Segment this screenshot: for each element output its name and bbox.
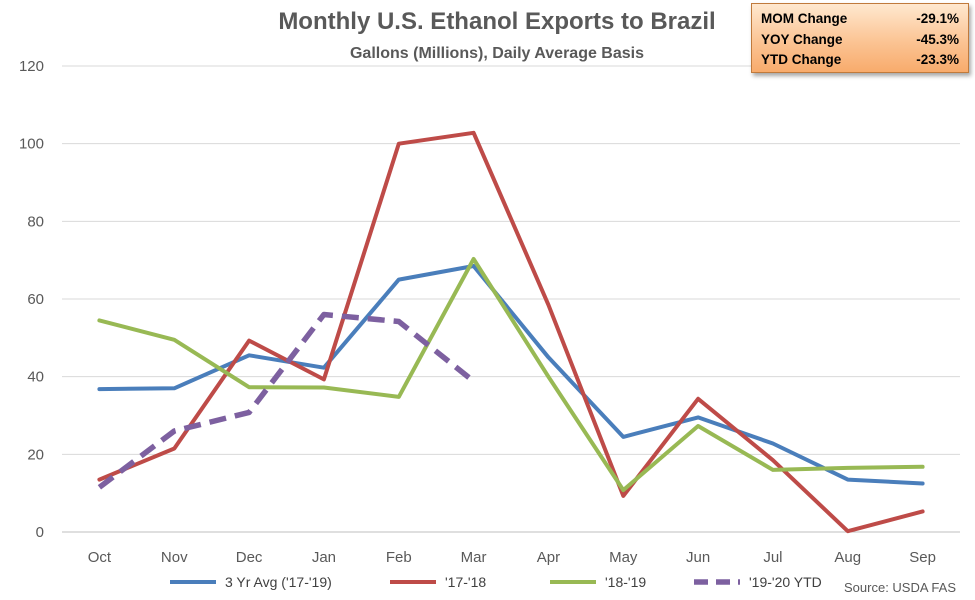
y-tick-label: 120	[19, 58, 44, 75]
legend-label: '17-'18	[445, 574, 486, 590]
chart-subtitle: Gallons (Millions), Daily Average Basis	[350, 45, 644, 62]
stat-row-yoy: YOY Change -45.3%	[761, 30, 959, 51]
gridlines	[62, 65, 960, 533]
x-tick-label: Jul	[763, 549, 782, 566]
x-axis-ticks: Oct Nov Dec Jan Feb Mar Apr May Jun Jul Aug Sep	[88, 549, 936, 566]
x-tick-label: Sep	[909, 549, 936, 566]
stat-value: -23.3%	[916, 52, 959, 67]
y-tick-label: 100	[19, 136, 44, 153]
x-tick-label: Oct	[88, 549, 112, 566]
change-stats-box: MOM Change -29.1% YOY Change -45.3% YTD …	[751, 3, 969, 73]
x-tick-label: Jun	[686, 549, 710, 566]
x-tick-label: Nov	[161, 549, 188, 566]
y-tick-label: 20	[27, 446, 44, 463]
x-tick-label: May	[609, 549, 638, 566]
stat-value: -29.1%	[916, 11, 959, 26]
series-line-3	[97, 311, 476, 490]
y-axis-ticks: 0 20 40 60 80 100 120	[19, 58, 44, 541]
stat-value: -45.3%	[916, 31, 959, 47]
stat-label: YOY Change	[761, 31, 843, 47]
stat-row-mom: MOM Change -29.1%	[761, 9, 959, 30]
legend-label: '19-'20 YTD	[749, 574, 822, 590]
x-tick-label: Aug	[834, 549, 861, 566]
x-tick-label: Feb	[386, 549, 412, 566]
y-tick-label: 60	[27, 291, 44, 308]
legend: 3 Yr Avg ('17-'19) '17-'18 '18-'19 '19-'20 …	[170, 574, 822, 590]
legend-label: 3 Yr Avg ('17-'19)	[225, 574, 332, 590]
x-tick-label: Mar	[461, 549, 487, 566]
source-note: Source: USDA FAS	[844, 580, 956, 595]
series-line-2	[97, 257, 925, 493]
x-tick-label: Dec	[236, 549, 263, 566]
stat-label: YTD Change	[761, 52, 842, 67]
y-tick-label: 0	[36, 524, 44, 541]
x-tick-label: Jan	[312, 549, 336, 566]
y-tick-label: 40	[27, 369, 44, 386]
y-tick-label: 80	[27, 213, 44, 230]
series-lines	[97, 130, 925, 534]
legend-label: '18-'19	[605, 574, 646, 590]
stat-label: MOM Change	[761, 11, 848, 26]
series-line-1	[97, 130, 925, 534]
x-tick-label: Apr	[537, 549, 560, 566]
stat-row-ytd: YTD Change -23.3%	[761, 50, 959, 71]
chart-title: Monthly U.S. Ethanol Exports to Brazil	[278, 8, 715, 35]
